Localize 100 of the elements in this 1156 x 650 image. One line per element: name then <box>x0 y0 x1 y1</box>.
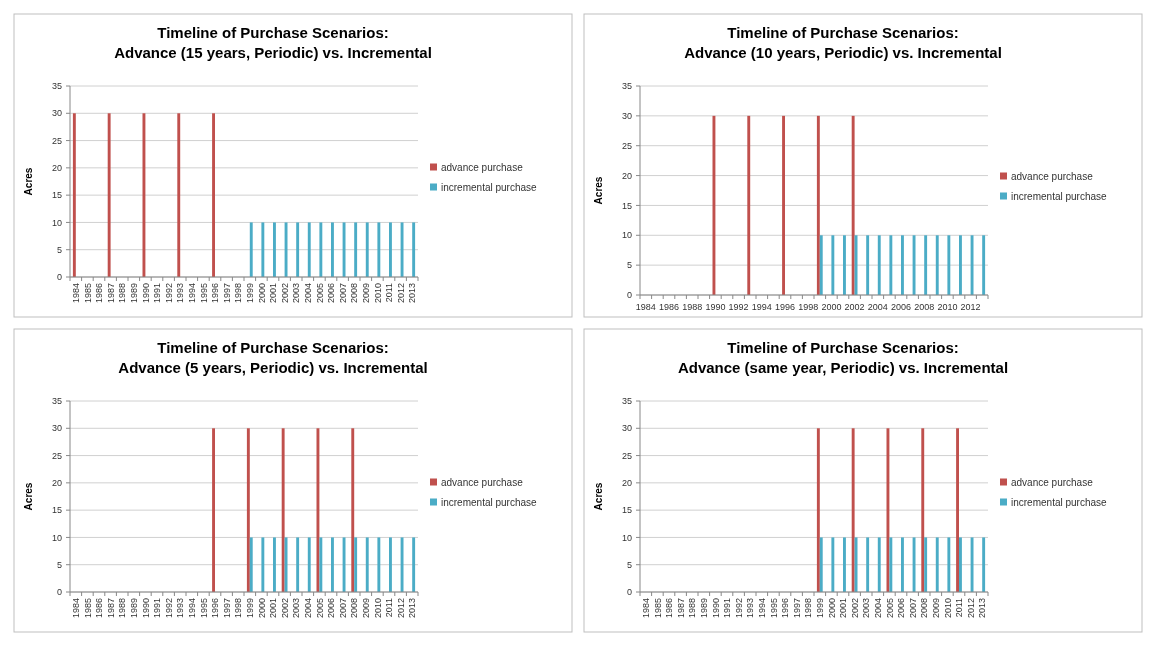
x-tick-label: 1998 <box>798 302 819 312</box>
x-tick-label: 1989 <box>128 598 139 619</box>
x-tick-label: 1986 <box>94 598 105 619</box>
x-tick-label: 1984 <box>635 302 656 312</box>
x-tick-label: 2013 <box>977 598 988 619</box>
x-tick-label: 1990 <box>140 283 151 304</box>
x-tick-label: 1988 <box>682 302 703 312</box>
x-tick-label: 1995 <box>198 283 209 304</box>
y-tick-label: 35 <box>51 396 62 407</box>
x-tick-label: 2001 <box>838 598 849 619</box>
x-tick-label: 2010 <box>942 598 953 619</box>
y-tick-label: 5 <box>626 559 632 570</box>
x-tick-label: 2002 <box>279 283 290 304</box>
x-tick-label: 1987 <box>105 283 116 304</box>
x-tick-label: 1995 <box>198 598 209 619</box>
y-tick-label: 10 <box>621 532 632 543</box>
y-tick-label: 15 <box>51 190 62 201</box>
x-tick-label: 1997 <box>221 598 232 619</box>
x-tick-label: 1988 <box>117 283 128 304</box>
x-tick-label: 2011 <box>954 598 965 618</box>
x-tick-label: 2005 <box>314 283 325 304</box>
y-tick-label: 25 <box>621 140 632 151</box>
y-axis-title: Acres <box>23 482 34 511</box>
x-tick-label: 2003 <box>291 283 302 304</box>
y-tick-label: 35 <box>621 81 632 92</box>
x-tick-label: 2013 <box>407 283 418 304</box>
y-axis-title: Acres <box>593 176 604 205</box>
x-tick-label: 2008 <box>914 302 935 312</box>
y-tick-label: 15 <box>621 200 632 211</box>
y-tick-label: 25 <box>51 135 62 146</box>
y-tick-label: 25 <box>621 450 632 461</box>
x-tick-label: 1986 <box>664 598 675 619</box>
x-tick-label: 2000 <box>826 598 837 619</box>
chart-title: Timeline of Purchase Scenarios: Advance (same year, Periodic) vs. Incremental <box>677 339 1009 376</box>
x-tick-label: 2008 <box>349 283 360 304</box>
x-tick-label: 1992 <box>733 598 744 619</box>
y-tick-label: 20 <box>621 478 632 489</box>
x-tick-label: 1991 <box>152 598 163 619</box>
x-tick-label: 2006 <box>326 283 337 304</box>
x-tick-label: 2003 <box>291 598 302 619</box>
x-tick-label: 1989 <box>128 283 139 304</box>
x-tick-label: 2006 <box>896 598 907 619</box>
x-tick-label: 1999 <box>244 598 255 619</box>
x-tick-label: 1999 <box>814 598 825 619</box>
y-axis-title: Acres <box>593 482 604 511</box>
x-tick-label: 2005 <box>884 598 895 619</box>
x-tick-label: 2006 <box>326 598 337 619</box>
legend-label: incremental purchase <box>1011 191 1108 202</box>
y-tick-label: 0 <box>626 587 632 598</box>
legend-label: advance purchase <box>441 162 524 173</box>
x-tick-label: 1999 <box>244 283 255 304</box>
x-tick-label: 2008 <box>919 598 930 619</box>
y-tick-label: 35 <box>51 81 62 92</box>
y-tick-label: 10 <box>51 532 62 543</box>
x-tick-label: 1986 <box>658 302 680 312</box>
x-tick-label: 1996 <box>774 302 796 312</box>
y-tick-label: 25 <box>51 450 62 461</box>
x-tick-label: 1992 <box>728 302 749 312</box>
y-tick-label: 10 <box>621 230 632 241</box>
x-tick-label: 1995 <box>768 598 779 619</box>
y-tick-label: 20 <box>51 163 62 174</box>
chart-title: Timeline of Purchase Scenarios: Advance (5 years, Periodic) vs. Incremental <box>118 339 428 376</box>
x-tick-label: 2009 <box>930 598 941 619</box>
x-tick-label: 1992 <box>163 598 174 619</box>
legend-label: advance purchase <box>1011 171 1094 182</box>
x-tick-label: 1994 <box>751 302 772 312</box>
y-tick-label: 30 <box>51 108 62 119</box>
y-tick-label: 0 <box>626 290 632 301</box>
x-tick-label: 2000 <box>256 598 267 619</box>
y-tick-label: 30 <box>621 111 632 122</box>
x-tick-label: 2010 <box>937 302 958 312</box>
x-tick-label: 2009 <box>360 598 371 619</box>
x-tick-label: 2005 <box>314 598 325 619</box>
x-tick-label: 1987 <box>105 598 116 619</box>
x-tick-label: 2012 <box>395 283 406 304</box>
x-tick-label: 1998 <box>803 598 814 619</box>
y-tick-label: 20 <box>621 170 632 181</box>
y-tick-label: 0 <box>56 272 62 283</box>
y-tick-label: 20 <box>51 478 62 489</box>
x-tick-label: 1986 <box>94 283 105 304</box>
y-tick-label: 0 <box>56 587 62 598</box>
x-tick-label: 1993 <box>175 283 186 304</box>
y-axis-title: Acres <box>23 167 34 196</box>
x-tick-label: 1988 <box>687 598 698 619</box>
x-tick-label: 1984 <box>70 283 81 304</box>
x-tick-label: 2004 <box>872 598 883 619</box>
x-tick-label: 1992 <box>163 283 174 304</box>
x-tick-label: 1988 <box>117 598 128 619</box>
y-tick-label: 5 <box>56 559 62 570</box>
y-tick-label: 10 <box>51 217 62 228</box>
x-tick-label: 2012 <box>960 302 981 312</box>
x-tick-label: 2000 <box>256 283 267 304</box>
y-tick-label: 15 <box>621 505 632 516</box>
x-tick-label: 2004 <box>867 302 888 312</box>
x-tick-label: 2003 <box>861 598 872 619</box>
legend-label: advance purchase <box>1011 477 1094 488</box>
x-tick-label: 1991 <box>152 283 163 304</box>
x-tick-label: 2006 <box>890 302 912 312</box>
x-tick-label: 2001 <box>268 283 279 304</box>
legend-label: advance purchase <box>441 477 524 488</box>
